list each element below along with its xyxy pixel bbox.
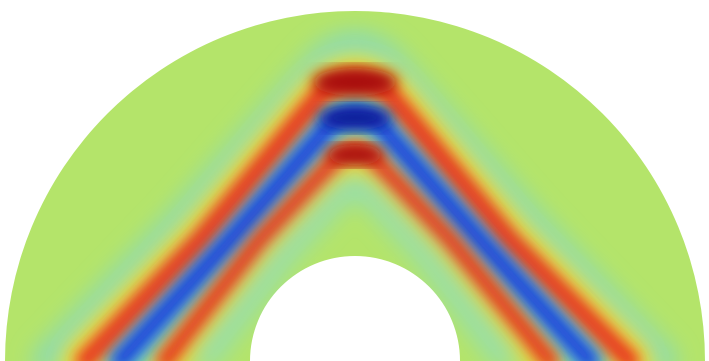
inner-cyan-band	[197, 179, 513, 361]
apex-core	[319, 106, 391, 130]
wave-bands	[34, 34, 676, 361]
apex-core	[313, 68, 397, 96]
apex-core	[327, 145, 383, 165]
outer-cyan-band	[34, 34, 676, 361]
